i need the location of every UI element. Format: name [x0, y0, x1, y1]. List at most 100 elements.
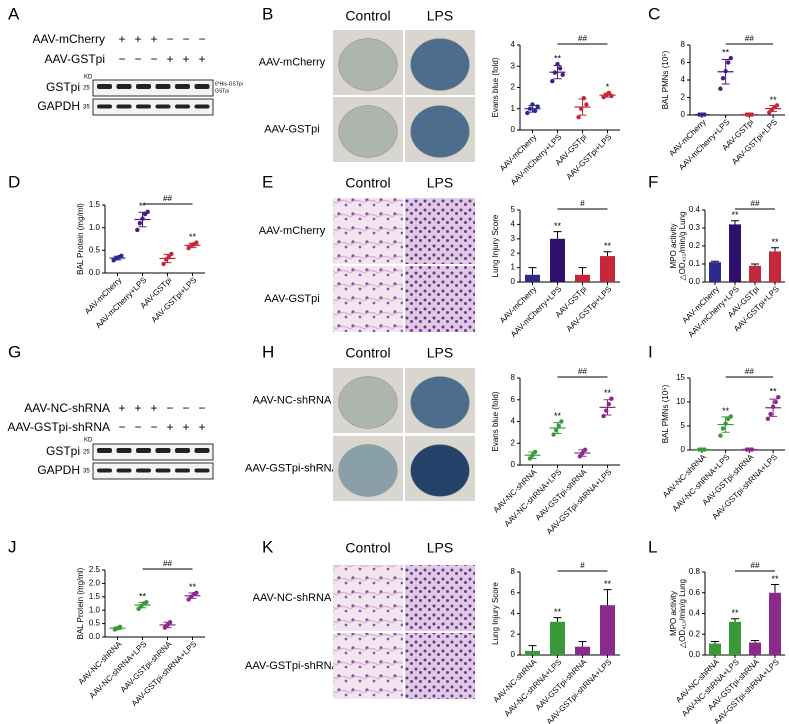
- condition-label: AAV-GSTpi-shRNA: [8, 420, 110, 434]
- condition-sign: +: [150, 32, 157, 46]
- y-tick-label: 1.0: [89, 605, 101, 614]
- error-bar: [771, 247, 779, 252]
- significance-label: **: [604, 388, 612, 398]
- row-label: AAV-GSTpi: [264, 293, 319, 305]
- data-point: [557, 66, 563, 71]
- y-axis-label: MPO activity: [669, 224, 678, 269]
- significance-label: **: [770, 387, 778, 397]
- column-label: LPS: [427, 8, 453, 24]
- y-tick-label: 3: [511, 234, 516, 243]
- blot-band: [116, 104, 132, 109]
- band-name: GSTpi: [46, 80, 80, 94]
- error-bar: [731, 220, 739, 225]
- condition-sign: −: [150, 52, 157, 66]
- error-bar: [163, 253, 172, 264]
- bracket-label: ##: [578, 367, 587, 376]
- bar: [749, 642, 761, 655]
- data-point: [765, 416, 771, 421]
- error-bar: [163, 621, 172, 629]
- data-point: [726, 60, 731, 65]
- band-name: GSTpi: [46, 444, 80, 458]
- row-label: AAV-NC-shRNA: [253, 592, 332, 604]
- bracket-label: ##: [751, 199, 760, 208]
- condition-sign: +: [150, 401, 157, 415]
- band-kd: 35: [83, 105, 90, 111]
- y-tick-label: 0.5: [89, 245, 101, 254]
- bar: [575, 646, 590, 655]
- column-label: Control: [345, 345, 390, 361]
- blot-band: [194, 84, 210, 89]
- condition-sign: +: [198, 420, 205, 434]
- band-kd: 25: [83, 450, 90, 456]
- bracket-label: ##: [163, 194, 172, 203]
- y-tick-label: 1.0: [89, 223, 101, 232]
- y-tick-label: 0.2: [689, 629, 701, 638]
- significance-label: **: [189, 232, 197, 242]
- blot-band: [155, 104, 171, 109]
- blot-band: [175, 104, 190, 109]
- condition-sign: +: [198, 52, 205, 66]
- significance-label: **: [189, 582, 197, 592]
- data-point: [718, 86, 723, 91]
- error-bar: [603, 589, 612, 606]
- y-tick-label: 0.0: [89, 268, 101, 277]
- significance-label: **: [771, 237, 779, 247]
- blot-frame: [92, 462, 214, 480]
- error-bar: [528, 267, 537, 275]
- row-label: AAV-GSTpi: [264, 123, 319, 135]
- blot-band: [116, 468, 132, 473]
- y-tick-label: 0: [511, 277, 516, 286]
- band-kd: 35: [83, 469, 90, 475]
- lung: [410, 105, 470, 158]
- panel-letter: C: [648, 4, 660, 23]
- condition-sign: +: [182, 52, 189, 66]
- error-bar: [771, 583, 779, 593]
- kd-label: KD: [84, 75, 93, 81]
- error-bar: [528, 451, 537, 459]
- y-tick-label: 2: [511, 438, 516, 447]
- y-tick-label: 6: [511, 395, 516, 404]
- condition-sign: −: [134, 52, 141, 66]
- blot-band: [97, 104, 112, 109]
- y-tick-label: 3: [511, 61, 516, 70]
- data-point: [773, 399, 778, 405]
- error-bar: [553, 65, 562, 80]
- lung: [338, 376, 398, 429]
- error-bar: [721, 416, 730, 433]
- y-tick-label: 0: [511, 125, 516, 134]
- bar: [550, 621, 565, 655]
- bracket-label: ##: [163, 559, 172, 568]
- lung: [338, 444, 398, 497]
- condition-sign: +: [118, 401, 125, 415]
- blot-band: [155, 468, 171, 473]
- significance-label: **: [554, 54, 562, 64]
- lung: [338, 38, 398, 91]
- error-bar: [578, 267, 587, 275]
- y-axis-label: Evans blue (fold): [491, 57, 500, 117]
- significance-label: **: [554, 221, 562, 231]
- condition-sign: +: [134, 401, 141, 415]
- column-label: LPS: [427, 175, 453, 191]
- y-axis-label: BAL PMNs (10⁵): [661, 50, 670, 109]
- data-point: [720, 76, 726, 81]
- blot-band: [136, 84, 151, 89]
- condition-label: AAV-GSTpi: [45, 52, 105, 66]
- error-bar: [528, 645, 537, 651]
- bar: [600, 256, 615, 282]
- panel-letter: K: [262, 537, 274, 556]
- data-point: [550, 78, 555, 84]
- y-tick-label: 0.3: [689, 223, 701, 232]
- micrograph: [333, 565, 403, 631]
- y-axis-label: BAL Protein (mg/ml): [76, 567, 85, 639]
- x-tick-label: AAV-GSTpi+LPS: [730, 118, 779, 167]
- y-tick-label: 4: [511, 609, 516, 618]
- condition-sign: +: [182, 420, 189, 434]
- blot-band: [136, 468, 151, 473]
- error-bar: [113, 255, 122, 261]
- blot-band: [194, 104, 210, 109]
- condition-sign: −: [118, 420, 125, 434]
- error-bar: [578, 449, 587, 457]
- data-point: [768, 411, 773, 417]
- y-tick-label: 0.0: [89, 632, 101, 641]
